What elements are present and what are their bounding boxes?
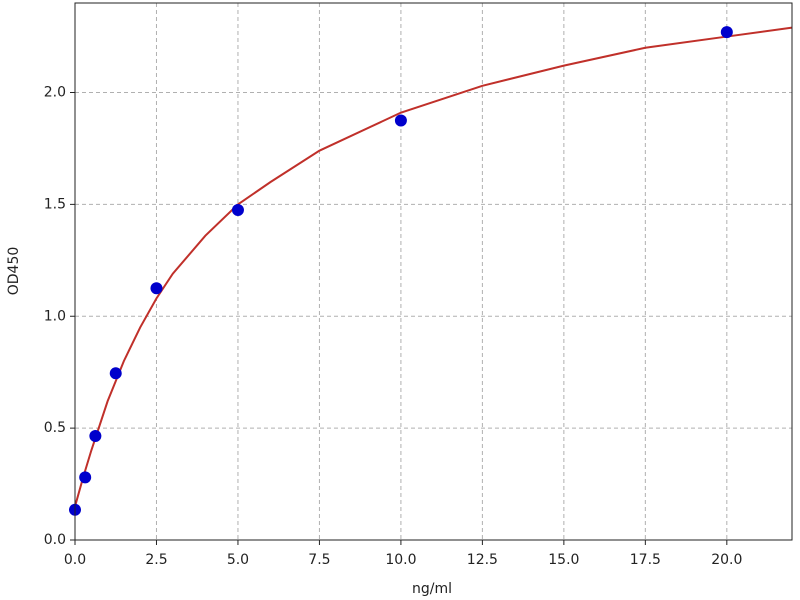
data-point bbox=[79, 471, 92, 484]
y-axis-label: OD450 bbox=[6, 247, 22, 296]
x-tick-label: 7.5 bbox=[308, 552, 330, 568]
x-tick-label: 10.0 bbox=[385, 552, 416, 568]
data-point bbox=[89, 429, 102, 442]
x-tick-label: 2.5 bbox=[145, 552, 167, 568]
data-point bbox=[150, 282, 163, 295]
x-tick-label: 20.0 bbox=[711, 552, 742, 568]
x-tick-label: 15.0 bbox=[548, 552, 579, 568]
data-point bbox=[231, 203, 244, 216]
y-tick-label: 1.5 bbox=[44, 196, 66, 212]
y-tick-label: 1.0 bbox=[44, 308, 66, 324]
y-tick-label: 0.5 bbox=[44, 420, 66, 436]
x-axis-label: ng/ml bbox=[412, 581, 452, 597]
plot-frame bbox=[74, 2, 793, 541]
fit-curve bbox=[74, 26, 793, 507]
x-tick-label: 0.0 bbox=[64, 552, 86, 568]
x-tick-label: 12.5 bbox=[467, 552, 498, 568]
x-tick-label: 17.5 bbox=[630, 552, 661, 568]
data-point bbox=[720, 26, 733, 39]
x-tick-label: 5.0 bbox=[227, 552, 249, 568]
y-tick-label: 0.0 bbox=[44, 532, 66, 548]
y-tick-label: 2.0 bbox=[44, 85, 66, 101]
data-point bbox=[394, 114, 407, 127]
data-point bbox=[109, 367, 122, 380]
